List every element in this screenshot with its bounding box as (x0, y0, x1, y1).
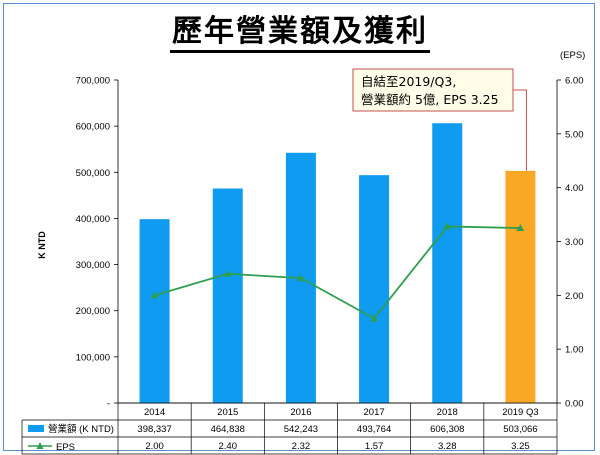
eps-line (154, 225, 521, 320)
eps-point (443, 222, 452, 230)
eps-value: 2.40 (219, 441, 238, 452)
data-table: 2014 2015 2016 2017 2018 2019 Q3 營業額 (K NTD) EP… (21, 402, 558, 455)
y-right-tick-label: 1.00 (565, 345, 584, 356)
eps-value: 1.57 (365, 441, 384, 452)
chart-title: 歷年營業額及獲利 (0, 6, 600, 53)
eps-value: 2.32 (292, 441, 311, 452)
revenue-value: 503,066 (503, 424, 537, 435)
y-left-tick-label: 400,000 (76, 214, 110, 225)
callout-leader (513, 89, 527, 171)
revenue-bar (212, 188, 243, 403)
y-right-tick-label: 5.00 (565, 129, 584, 140)
y-right-tick-label: 6.00 (565, 76, 584, 87)
revenue-bar (432, 123, 463, 403)
legend-label-eps: EPS (56, 442, 75, 453)
legend-key-revenue (28, 425, 44, 432)
y-right-tick-label: 2.00 (565, 291, 584, 302)
axes (114, 79, 561, 404)
bars (139, 123, 536, 403)
legend-key-eps-marker (36, 442, 44, 449)
eps-point (223, 269, 232, 277)
eps-line-group (150, 222, 525, 322)
y-left-tick-label: - (107, 399, 110, 410)
x-tick-label: 2018 (437, 407, 458, 418)
revenue-value: 606,308 (430, 424, 464, 435)
eps-value: 3.25 (511, 441, 530, 452)
x-tick-label: 2015 (217, 407, 238, 418)
eps-point (516, 224, 525, 232)
callout-box (352, 68, 514, 112)
eps-point (297, 274, 305, 282)
revenue-bar (139, 219, 170, 403)
y-right-tick-label: 0.00 (565, 399, 584, 410)
y-left-tick-label: 600,000 (76, 122, 110, 133)
revenue-value: 542,243 (284, 424, 318, 435)
x-tick-label: 2016 (290, 407, 311, 418)
legend-label-revenue: 營業額 (K NTD) (48, 423, 114, 435)
revenue-value: 493,764 (357, 424, 391, 435)
y-right-axis-label: (EPS) (560, 50, 585, 61)
y-left-tick-label: 500,000 (76, 168, 110, 179)
eps-point (150, 291, 159, 299)
tick-labels: - 100,000 200,000 300,000 400,000 500,000 600,… (37, 50, 585, 410)
y-right-tick-label: 4.00 (565, 183, 584, 194)
callout-line-2: 營業額約 5億, EPS 3.25 (361, 92, 499, 107)
eps-value: 2.00 (145, 441, 164, 452)
y-right-tick-label: 3.00 (565, 237, 584, 248)
eps-value: 3.28 (438, 441, 457, 452)
y-left-tick-label: 700,000 (76, 76, 110, 87)
callout-group: 自結至2019/Q3, 營業額約 5億, EPS 3.25 (352, 68, 527, 171)
x-tick-label: 2014 (144, 407, 165, 418)
revenue-bar (505, 170, 536, 403)
y-left-axis-label: K NTD (37, 231, 47, 259)
x-tick-label: 2019 Q3 (502, 407, 538, 418)
y-left-tick-label: 200,000 (76, 306, 110, 317)
y-left-tick-label: 100,000 (76, 352, 110, 363)
y-left-tick-label: 300,000 (76, 260, 110, 271)
revenue-bar (359, 175, 390, 403)
revenue-value: 398,337 (137, 424, 171, 435)
revenue-value: 464,838 (211, 424, 245, 435)
eps-point (370, 314, 378, 322)
x-tick-label: 2017 (364, 407, 385, 418)
callout-line-1: 自結至2019/Q3, (361, 74, 456, 89)
